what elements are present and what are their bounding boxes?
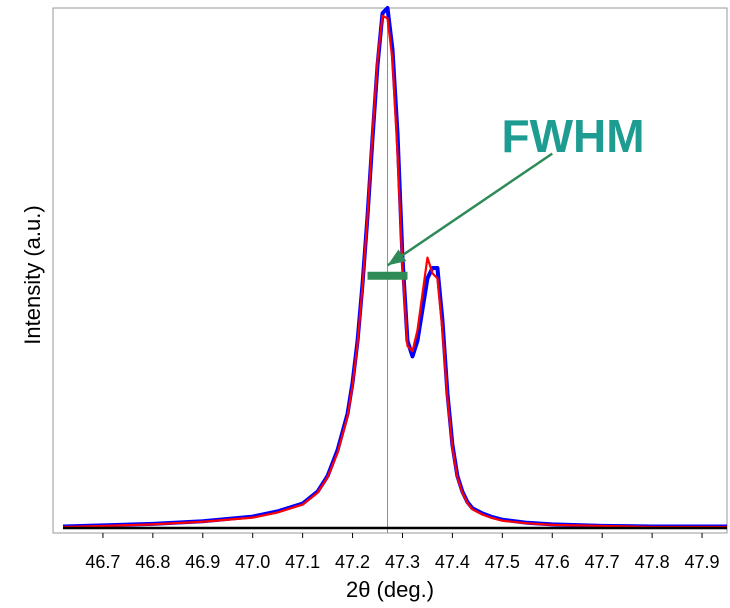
series-line [62, 6, 727, 529]
x-tick-label: 47.7 [585, 552, 620, 572]
x-tick-label: 46.9 [185, 552, 220, 572]
series-line [62, 14, 727, 529]
x-tick-label: 47.1 [285, 552, 320, 572]
fwhm-label: FWHM [501, 110, 644, 162]
annotation-layer: FWHM [367, 110, 645, 280]
x-tick-label: 47.5 [485, 552, 520, 572]
plot-area [52, 7, 728, 534]
x-axis: 46.7 46.8 46.9 47.0 47.1 47.2 47.3 47.4 47.5 47.6… [85, 533, 720, 572]
x-tick-label: 47.3 [385, 552, 420, 572]
x-tick-label: 46.7 [85, 552, 120, 572]
fwhm-arrow-shaft [386, 152, 553, 267]
x-tick-label: 46.8 [135, 552, 170, 572]
plot-frame [52, 7, 728, 534]
x-axis-label: 2θ (deg.) [346, 577, 434, 602]
x-tick-label: 47.4 [435, 552, 470, 572]
x-tick-label: 47.9 [685, 552, 720, 572]
y-axis-label: Intensity (a.u.) [20, 205, 45, 344]
fwhm-arrow-head [387, 249, 407, 266]
x-tick-label: 47.6 [535, 552, 570, 572]
series-layer [62, 6, 727, 530]
x-tick-label: 47.8 [635, 552, 670, 572]
x-tick-label: 47.2 [335, 552, 370, 572]
x-tick-label: 47.0 [235, 552, 270, 572]
